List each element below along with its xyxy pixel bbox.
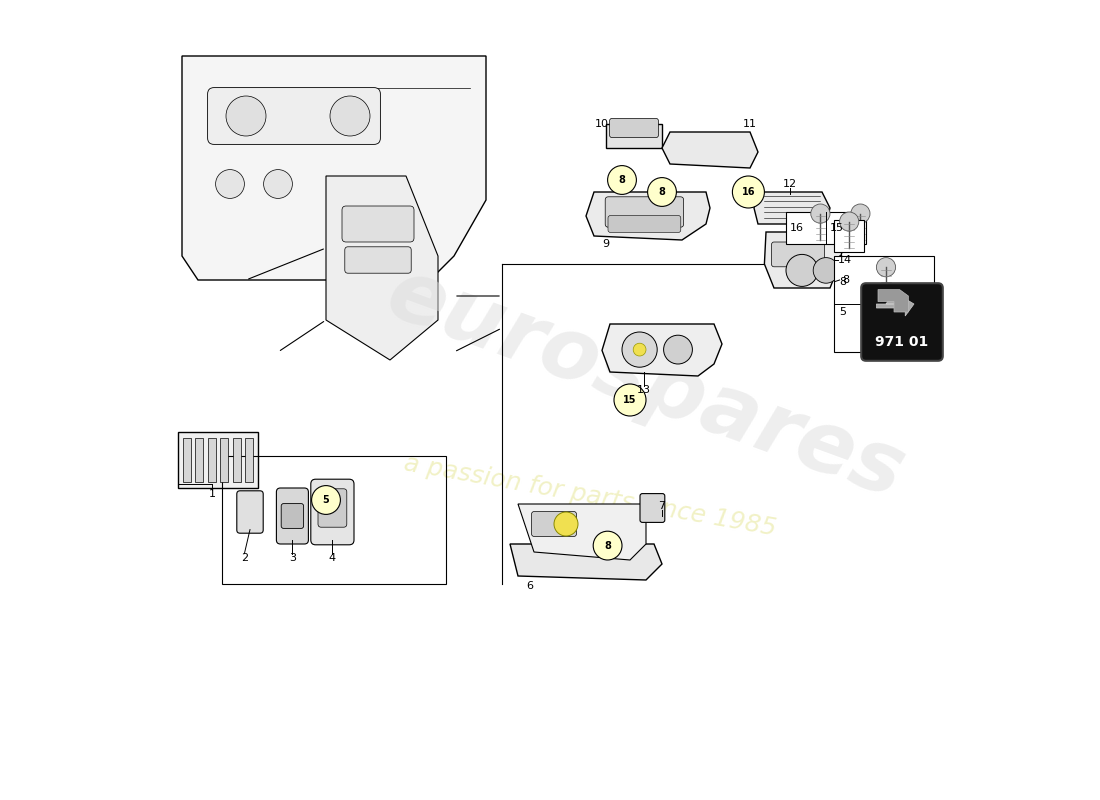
Polygon shape	[877, 292, 914, 316]
Text: 1: 1	[209, 489, 216, 498]
FancyBboxPatch shape	[834, 256, 934, 352]
Text: 5: 5	[839, 307, 847, 317]
FancyBboxPatch shape	[233, 438, 241, 482]
FancyBboxPatch shape	[608, 215, 681, 232]
Text: 7: 7	[659, 501, 666, 510]
FancyBboxPatch shape	[245, 438, 253, 482]
Text: 10: 10	[595, 119, 609, 129]
Text: 4: 4	[329, 554, 336, 563]
Circle shape	[663, 335, 692, 364]
FancyBboxPatch shape	[786, 212, 866, 244]
FancyBboxPatch shape	[609, 118, 659, 138]
FancyBboxPatch shape	[318, 489, 346, 527]
FancyBboxPatch shape	[311, 479, 354, 545]
Text: 11: 11	[742, 119, 757, 129]
Polygon shape	[518, 504, 646, 560]
Text: eurospares: eurospares	[376, 252, 916, 516]
Polygon shape	[510, 544, 662, 580]
Text: 8: 8	[839, 277, 847, 286]
FancyBboxPatch shape	[236, 490, 263, 534]
FancyBboxPatch shape	[276, 488, 308, 544]
Text: 3: 3	[289, 554, 296, 563]
FancyBboxPatch shape	[220, 438, 228, 482]
Circle shape	[593, 531, 622, 560]
Text: 15: 15	[624, 395, 637, 405]
Polygon shape	[662, 132, 758, 168]
Circle shape	[877, 258, 895, 277]
Circle shape	[648, 178, 676, 206]
Text: 6: 6	[527, 581, 534, 590]
Text: 8: 8	[843, 275, 849, 285]
Polygon shape	[754, 192, 830, 224]
Circle shape	[839, 212, 859, 231]
FancyBboxPatch shape	[771, 242, 824, 266]
FancyBboxPatch shape	[208, 438, 216, 482]
FancyBboxPatch shape	[861, 283, 943, 361]
Polygon shape	[606, 124, 662, 148]
Circle shape	[311, 486, 340, 514]
Circle shape	[733, 176, 764, 208]
Polygon shape	[586, 192, 710, 240]
FancyBboxPatch shape	[605, 197, 683, 227]
Text: 16: 16	[741, 187, 755, 197]
Circle shape	[264, 170, 293, 198]
Text: a passion for parts since 1985: a passion for parts since 1985	[402, 451, 778, 541]
FancyBboxPatch shape	[282, 504, 304, 529]
Text: 9: 9	[603, 239, 609, 249]
Circle shape	[850, 204, 870, 223]
Circle shape	[786, 254, 818, 286]
Text: 8: 8	[604, 541, 611, 550]
Text: 15: 15	[830, 223, 844, 233]
Text: 16: 16	[790, 223, 804, 233]
FancyBboxPatch shape	[342, 206, 414, 242]
Text: 12: 12	[783, 179, 798, 189]
FancyBboxPatch shape	[344, 246, 411, 273]
Polygon shape	[326, 176, 438, 360]
Polygon shape	[878, 290, 909, 312]
Circle shape	[621, 332, 657, 367]
Text: 2: 2	[241, 554, 248, 563]
Text: 971 01: 971 01	[876, 335, 928, 350]
FancyBboxPatch shape	[183, 438, 190, 482]
Circle shape	[811, 204, 830, 223]
Circle shape	[330, 96, 370, 136]
Text: 13: 13	[637, 386, 650, 395]
Circle shape	[554, 512, 578, 536]
Circle shape	[607, 166, 637, 194]
Circle shape	[614, 384, 646, 416]
FancyBboxPatch shape	[178, 432, 258, 488]
FancyBboxPatch shape	[208, 87, 381, 144]
Circle shape	[226, 96, 266, 136]
Circle shape	[216, 170, 244, 198]
FancyBboxPatch shape	[196, 438, 204, 482]
Text: 5: 5	[322, 495, 329, 505]
FancyBboxPatch shape	[531, 512, 576, 537]
Circle shape	[813, 258, 839, 283]
Polygon shape	[764, 232, 842, 288]
FancyBboxPatch shape	[834, 220, 865, 252]
FancyBboxPatch shape	[640, 494, 664, 522]
Text: 14: 14	[837, 255, 851, 265]
Polygon shape	[602, 324, 722, 376]
Circle shape	[634, 343, 646, 356]
Polygon shape	[182, 56, 486, 280]
Text: 8: 8	[618, 175, 626, 185]
Text: 8: 8	[659, 187, 666, 197]
Circle shape	[877, 288, 895, 307]
